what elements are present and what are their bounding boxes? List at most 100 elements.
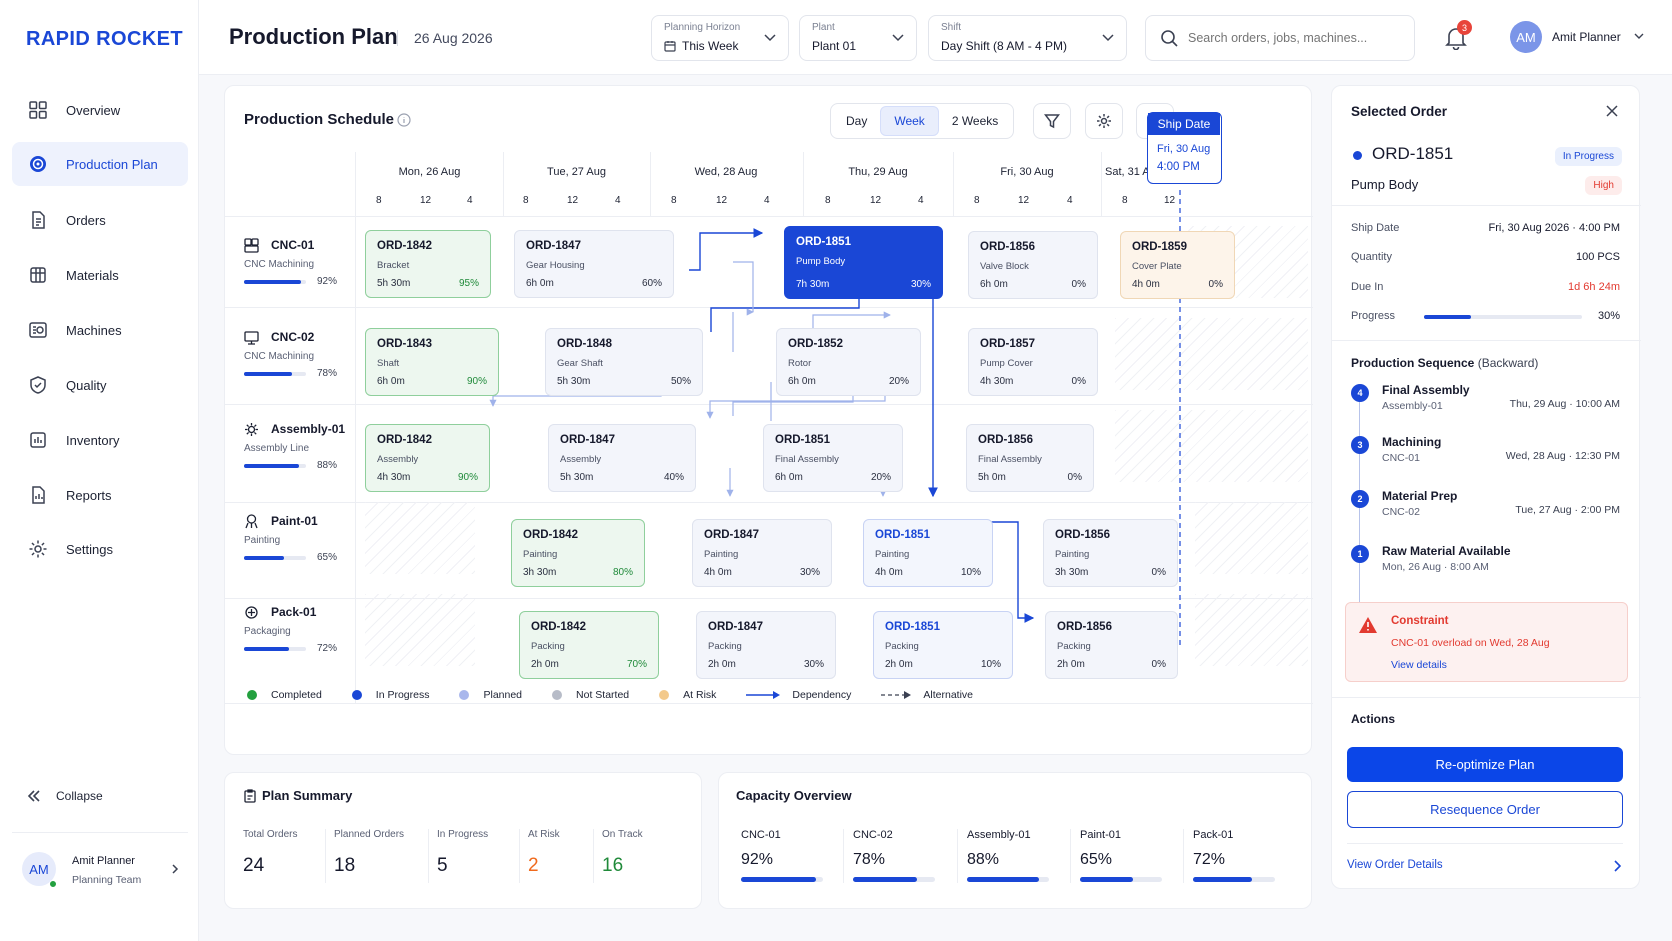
legend-alternative: Alternative — [881, 689, 973, 701]
view-order-details-link[interactable]: View Order Details — [1347, 857, 1623, 877]
resource-paint-01[interactable]: Paint-01 Painting 65% — [244, 514, 349, 574]
sidebar-item-reports[interactable]: Reports — [12, 473, 188, 517]
task-card[interactable]: ORD-1851 Packing 2h 0m 10% — [873, 611, 1013, 679]
day-header: Mon, 26 Aug — [398, 166, 461, 178]
task-card[interactable]: ORD-1851 Painting 4h 0m 10% — [863, 519, 993, 587]
utilization-bar — [244, 556, 306, 560]
shift-value: Day Shift (8 AM - 4 PM) — [941, 39, 1068, 53]
summary-stat: Total Orders 24 — [243, 829, 333, 889]
time-tick: 4 — [918, 195, 924, 206]
task-order-id: ORD-1843 — [377, 338, 432, 350]
task-card[interactable]: ORD-1847 Packing 2h 0m 30% — [696, 611, 836, 679]
view-2-weeks[interactable]: 2 Weeks — [951, 114, 999, 128]
task-card[interactable]: ORD-1851 Pump Body 7h 30m 30% — [784, 226, 943, 299]
task-card[interactable]: ORD-1851 Final Assembly 6h 0m 20% — [763, 424, 903, 492]
task-card[interactable]: ORD-1856 Valve Block 6h 0m 0% — [968, 231, 1098, 299]
legend-label: Not Started — [576, 689, 630, 701]
sidebar-item-label: Quality — [66, 377, 107, 393]
filter-button[interactable] — [1033, 103, 1071, 139]
task-card[interactable]: ORD-1843 Shaft 6h 0m 90% — [365, 328, 499, 396]
task-card[interactable]: ORD-1847 Assembly 5h 30m 40% — [548, 424, 696, 492]
unavailable-area — [1195, 502, 1308, 574]
resource-cnc-02[interactable]: CNC-02 CNC Machining 78% — [244, 330, 349, 390]
solid-arrow-icon — [746, 691, 781, 699]
collapse-button[interactable]: Collapse — [26, 788, 103, 804]
close-icon[interactable] — [1606, 105, 1618, 117]
resource-name: Paint-01 — [271, 514, 318, 528]
sidebar-item-inventory[interactable]: Inventory — [12, 418, 188, 462]
search-input[interactable] — [1188, 31, 1403, 45]
task-description: Valve Block — [980, 261, 1029, 272]
task-card[interactable]: ORD-1857 Pump Cover 4h 30m 0% — [968, 328, 1098, 396]
actions-title: Actions — [1351, 712, 1396, 726]
resource-assembly-01[interactable]: Assembly-01 Assembly Line 88% — [244, 422, 349, 482]
resequence-order-button[interactable]: Resequence Order — [1347, 791, 1623, 828]
task-order-id: ORD-1859 — [1132, 241, 1187, 253]
capacity-label: CNC-01 — [741, 829, 781, 841]
task-card[interactable]: ORD-1842 Painting 3h 30m 80% — [511, 519, 645, 587]
capacity-bar — [853, 877, 935, 882]
task-card[interactable]: ORD-1852 Rotor 6h 0m 20% — [776, 328, 921, 396]
sidebar-item-production-plan[interactable]: Production Plan — [12, 142, 188, 186]
sidebar-user-card[interactable]: AM Amit Planner Planning Team — [22, 852, 188, 890]
task-card[interactable]: ORD-1856 Painting 3h 30m 0% — [1043, 519, 1178, 587]
utilization-bar — [244, 372, 306, 376]
view-week[interactable]: Week — [880, 106, 939, 136]
shift-select[interactable]: Shift Day Shift (8 AM - 4 PM) — [928, 15, 1127, 61]
task-card[interactable]: ORD-1856 Final Assembly 5h 0m 0% — [966, 424, 1094, 492]
capacity-stat: Paint-01 65% — [1080, 829, 1180, 889]
sidebar-item-settings[interactable]: Settings — [12, 527, 188, 571]
search-box[interactable] — [1145, 15, 1415, 61]
view-details-link[interactable]: View details — [1391, 659, 1447, 671]
reoptimize-plan-button[interactable]: Re-optimize Plan — [1347, 747, 1623, 782]
legend-dot — [459, 690, 470, 700]
sidebar-item-materials[interactable]: Materials — [12, 253, 188, 297]
view-day[interactable]: Day — [846, 114, 868, 128]
task-description: Rotor — [788, 358, 812, 369]
task-duration: 6h 0m — [377, 376, 405, 387]
task-description: Painting — [704, 549, 739, 560]
sidebar-item-overview[interactable]: Overview — [12, 88, 188, 132]
resource-pack-01[interactable]: Pack-01 Packaging 72% — [244, 605, 349, 665]
plant-select[interactable]: Plant Plant 01 — [799, 15, 917, 61]
task-description: Final Assembly — [775, 454, 839, 465]
capacity-divider — [1183, 829, 1184, 883]
plan-summary-title: Plan Summary — [262, 788, 353, 803]
task-order-id: ORD-1842 — [531, 621, 586, 633]
legend-at-risk: At Risk — [659, 689, 716, 701]
task-card[interactable]: ORD-1847 Gear Housing 6h 0m 60% — [514, 230, 674, 298]
task-duration: 6h 0m — [788, 376, 816, 387]
resource-cnc-01[interactable]: CNC-01 CNC Machining 92% — [244, 238, 349, 298]
production-schedule-card: Production Schedule Day Week 2 Weeks Mon… — [224, 85, 1313, 755]
schedule-settings-button[interactable] — [1085, 103, 1123, 139]
sidebar-item-quality[interactable]: Quality — [12, 363, 188, 407]
task-order-id: ORD-1847 — [560, 434, 615, 446]
ship-date-marker[interactable]: Ship Date Fri, 30 Aug 4:00 PM — [1147, 112, 1222, 184]
task-card[interactable]: ORD-1856 Packing 2h 0m 0% — [1045, 611, 1178, 679]
task-duration: 4h 30m — [377, 472, 411, 483]
sidebar-item-label: Machines — [66, 322, 122, 338]
panel-title: Selected Order — [1351, 104, 1448, 119]
divider — [1332, 697, 1641, 698]
task-duration: 3h 30m — [523, 567, 557, 578]
summary-label: Planned Orders — [334, 829, 405, 840]
planning-horizon-select[interactable]: Planning Horizon This Week — [651, 15, 789, 61]
task-card[interactable]: ORD-1847 Painting 4h 0m 30% — [692, 519, 832, 587]
step-number: 1 — [1351, 545, 1369, 563]
info-icon[interactable] — [397, 113, 411, 127]
sidebar-item-machines[interactable]: Machines — [12, 308, 188, 352]
task-card[interactable]: ORD-1842 Bracket 5h 30m 95% — [365, 230, 491, 298]
legend-planned: Planned — [459, 689, 522, 701]
divider — [1347, 843, 1623, 844]
task-card[interactable]: ORD-1859 Cover Plate 4h 0m 0% — [1120, 231, 1235, 299]
legend-dot — [552, 690, 563, 700]
notifications-button[interactable]: 3 — [1443, 20, 1472, 52]
task-card[interactable]: ORD-1842 Assembly 4h 30m 90% — [365, 424, 490, 492]
sidebar-item-orders[interactable]: Orders — [12, 198, 188, 242]
user-menu[interactable]: AM Amit Planner — [1510, 21, 1660, 55]
task-card[interactable]: ORD-1842 Packing 2h 0m 70% — [519, 611, 659, 679]
time-tick: 4 — [615, 195, 621, 206]
schedule-title: Production Schedule — [244, 111, 395, 128]
capacity-label: CNC-02 — [853, 829, 893, 841]
task-card[interactable]: ORD-1848 Gear Shaft 5h 30m 50% — [545, 328, 703, 396]
